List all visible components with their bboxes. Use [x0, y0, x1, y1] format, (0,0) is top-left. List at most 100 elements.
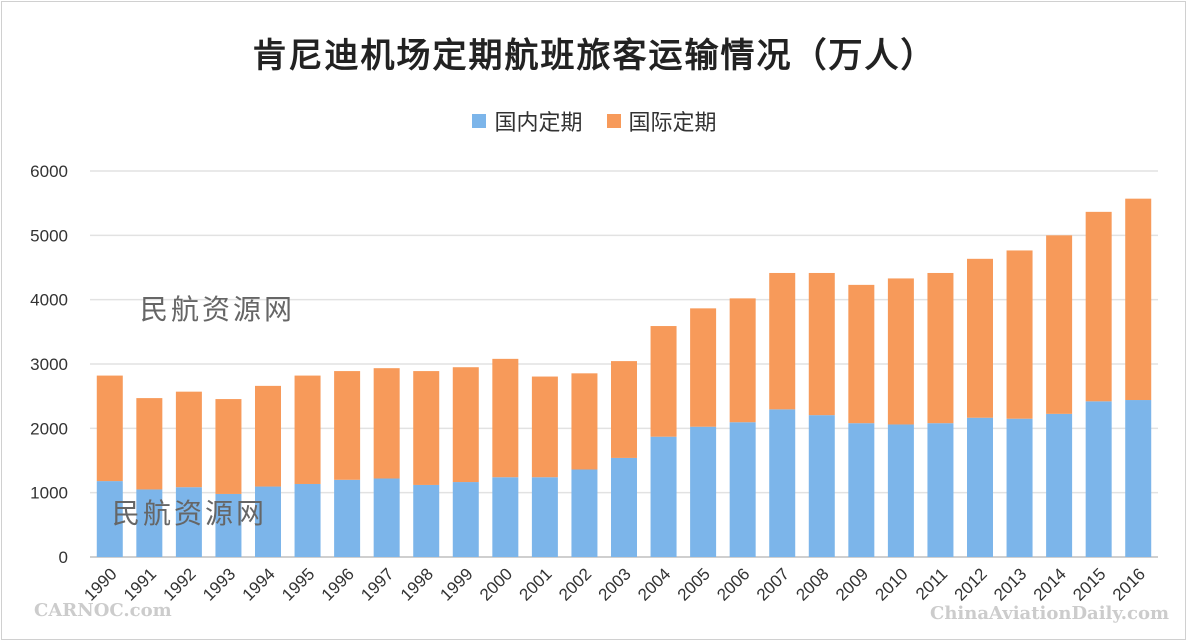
x-tick-label: 1995: [278, 564, 318, 604]
x-tick-label: 1996: [318, 564, 358, 604]
y-tick-label: 1000: [30, 484, 68, 503]
bar-domestic: [1085, 401, 1112, 557]
bar-international: [373, 368, 400, 479]
bar-domestic: [571, 469, 598, 557]
bar-domestic: [136, 489, 163, 557]
bar-international: [1125, 198, 1152, 401]
legend-swatch-international: [606, 114, 621, 128]
bar-domestic: [413, 484, 440, 557]
bar-domestic: [690, 426, 717, 557]
bar-domestic: [255, 486, 281, 557]
bar-international: [175, 391, 202, 488]
bar-international: [452, 367, 479, 483]
x-tick-label: 1994: [239, 564, 279, 604]
bar-domestic: [531, 477, 558, 557]
x-tick-label: 2013: [990, 564, 1030, 604]
bar-international: [808, 272, 835, 416]
y-tick-label: 5000: [30, 226, 68, 245]
bar-domestic: [175, 487, 202, 557]
legend-label-domestic: 国内定期: [494, 111, 583, 136]
bar-international: [1006, 250, 1033, 419]
x-tick-label: 2002: [555, 564, 595, 604]
bar-domestic: [334, 479, 361, 557]
legend-item-domestic: 国内定期: [472, 105, 583, 137]
bar-domestic: [808, 415, 835, 557]
x-tick-label: 2011: [912, 564, 951, 603]
bar-domestic: [96, 481, 123, 557]
watermark-bottom-right: ChinaAviationDaily.com: [930, 603, 1170, 624]
bar-domestic: [927, 423, 954, 557]
bar-international: [848, 284, 875, 424]
bar-international: [136, 398, 163, 490]
x-tick-label: 2008: [792, 564, 832, 604]
bar-international: [1046, 235, 1073, 414]
x-tick-label: 1993: [199, 564, 239, 604]
bar-international: [215, 399, 242, 494]
bar-domestic: [492, 477, 519, 557]
bar-international: [927, 272, 954, 424]
x-tick-label: 2004: [634, 564, 674, 604]
bar-international: [611, 361, 637, 458]
y-tick-label: 3000: [30, 355, 68, 374]
bar-international: [769, 272, 796, 410]
bar-international: [96, 375, 123, 482]
watermark-text: 民航资源网: [140, 293, 296, 326]
bar-international: [334, 371, 361, 480]
bar-international: [571, 373, 598, 470]
x-tick-label: 2016: [1109, 564, 1149, 604]
x-tick-label: 2000: [476, 564, 516, 604]
bar-international: [887, 278, 914, 425]
x-tick-label: 2010: [872, 564, 912, 604]
bar-domestic: [452, 482, 479, 557]
bar-domestic: [294, 483, 321, 557]
x-tick-label: 2014: [1030, 564, 1070, 604]
x-tick-label: 2012: [951, 564, 991, 604]
x-tick-label: 2001: [516, 564, 556, 604]
x-tick-label: 1998: [397, 564, 437, 604]
bar-domestic: [650, 436, 677, 557]
y-tick-label: 4000: [30, 291, 68, 310]
x-tick-label: 2005: [674, 564, 714, 604]
bar-international: [729, 298, 756, 423]
x-tick-label: 1992: [160, 564, 200, 604]
x-tick-label: 1997: [357, 564, 397, 604]
bar-domestic: [1046, 413, 1073, 557]
bar-domestic: [1125, 400, 1152, 557]
x-tick-label: 1991: [120, 564, 160, 604]
x-tick-label: 2003: [595, 564, 635, 604]
x-tick-label: 2009: [832, 564, 872, 604]
bar-domestic: [1006, 418, 1033, 557]
legend: 国内定期 国际定期: [0, 105, 1189, 137]
bar-domestic: [373, 478, 400, 557]
chart-title: 肯尼迪机场定期航班旅客运输情况（万人）: [252, 36, 937, 76]
bar-international: [492, 358, 519, 478]
bar-domestic: [967, 417, 993, 557]
bar-domestic: [769, 409, 796, 557]
y-tick-label: 2000: [30, 419, 68, 438]
y-tick-label: 6000: [30, 162, 68, 181]
bar-international: [294, 375, 321, 484]
legend-item-international: 国际定期: [606, 105, 717, 137]
x-tick-label: 2007: [753, 564, 793, 604]
bar-international: [531, 376, 558, 478]
watermark-text: 民航资源网: [112, 497, 268, 530]
bar-international: [650, 326, 677, 437]
y-tick-label: 0: [59, 548, 68, 567]
bar-international: [413, 371, 440, 485]
x-tick-label: 2015: [1069, 564, 1109, 604]
x-tick-label: 1990: [80, 564, 120, 604]
bar-domestic: [848, 423, 875, 557]
bar-domestic: [887, 424, 914, 557]
bar-domestic: [611, 457, 637, 557]
bar-international: [967, 258, 993, 418]
x-tick-label: 1999: [436, 564, 476, 604]
bar-international: [255, 385, 281, 487]
bar-international: [1085, 211, 1112, 402]
x-tick-label: 2006: [713, 564, 753, 604]
legend-label-international: 国际定期: [628, 111, 717, 136]
bar-international: [690, 308, 717, 427]
watermark-bottom-left: CARNOC.com: [34, 600, 172, 621]
bar-domestic: [729, 422, 756, 557]
